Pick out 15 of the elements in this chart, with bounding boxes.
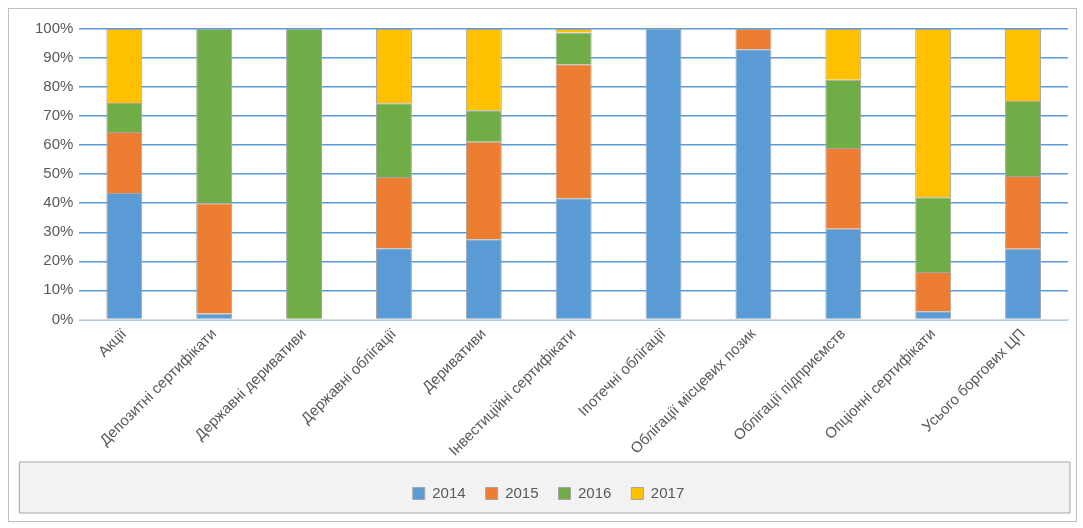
legend-label: 2016 [578, 483, 612, 501]
y-tick-label: 30% [43, 222, 74, 240]
y-tick-label: 70% [43, 106, 74, 124]
y-tick-label: 60% [43, 135, 74, 153]
y-tick-label: 100% [34, 19, 74, 37]
y-tick-label: 40% [43, 193, 74, 211]
y-tick-label: 90% [43, 48, 74, 66]
y-tick-label: 20% [43, 251, 74, 269]
y-tick-label: 0% [51, 309, 74, 327]
legend-label: 2014 [432, 483, 466, 501]
y-tick-label: 50% [43, 164, 74, 182]
legend-label: 2015 [505, 483, 539, 501]
legend-label: 2017 [650, 483, 685, 501]
y-tick-label: 10% [43, 280, 74, 298]
y-tick-label: 80% [43, 77, 74, 95]
